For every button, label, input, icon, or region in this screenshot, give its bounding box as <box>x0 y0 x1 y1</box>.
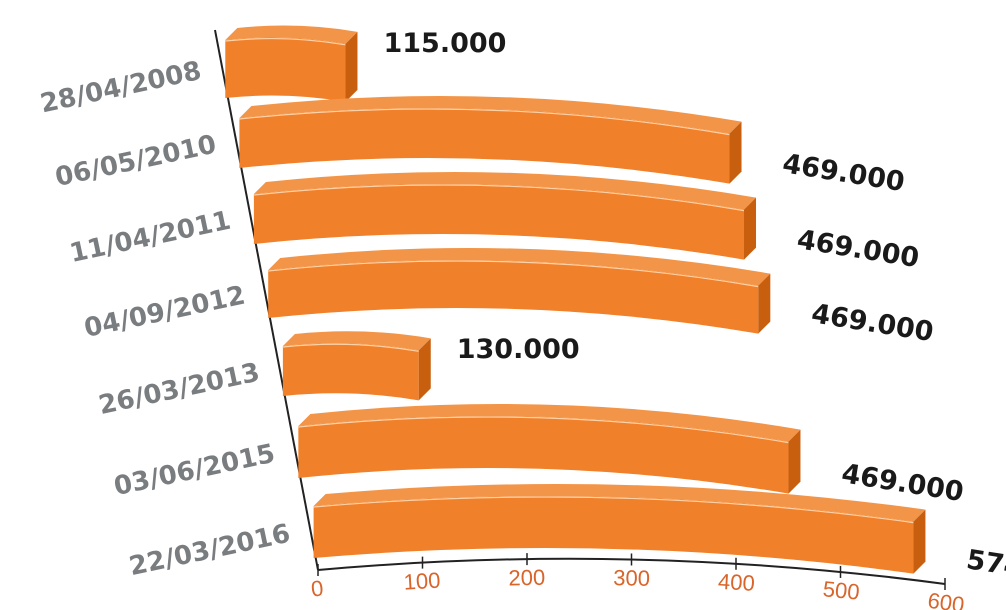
bars-group <box>225 25 926 574</box>
x-axis-ticks: 0 100 200 300 400 500 600 <box>310 553 966 610</box>
bar-highlight <box>282 343 419 352</box>
bar-side-face <box>758 273 771 334</box>
bar-side-face <box>913 509 926 574</box>
bar-front-face <box>268 260 759 334</box>
bar-value-label: 469.000 <box>839 458 965 508</box>
bar-value-label: 469.000 <box>795 224 921 274</box>
x-tick-label: 0 <box>310 575 325 601</box>
bar-front-face <box>253 184 745 260</box>
bar-highlight <box>268 260 759 288</box>
bar-side-face <box>788 429 801 494</box>
bar-value-label: 469.000 <box>780 148 906 198</box>
bar-value-label: 574.000 <box>964 544 1006 594</box>
bar <box>253 172 757 260</box>
bar-side-face <box>744 197 757 260</box>
bar <box>313 484 926 574</box>
bar-top-face <box>239 96 742 134</box>
bar-highlight <box>253 184 745 212</box>
x-tick-label: 400 <box>717 569 755 596</box>
bar <box>268 248 771 334</box>
bar-front-face <box>282 343 419 401</box>
category-label: 11/04/2011 <box>67 206 233 269</box>
x-tick-label: 600 <box>926 588 966 610</box>
bar-top-face <box>298 404 801 442</box>
x-tick-label: 200 <box>508 565 545 591</box>
bar-side-face <box>345 31 358 102</box>
bar-value-label: 469.000 <box>809 298 935 348</box>
bar-front-face <box>298 416 789 494</box>
bar-front-face <box>225 37 346 102</box>
x-tick-label: 100 <box>403 567 441 594</box>
bar <box>298 404 801 494</box>
bar-top-face <box>225 25 358 44</box>
bar-front-face <box>313 496 914 574</box>
bar-value-label: 130.000 <box>457 334 580 365</box>
x-tick-label: 300 <box>613 565 650 591</box>
bar <box>239 96 742 184</box>
category-label: 26/03/2013 <box>96 358 262 421</box>
bar-top-face <box>282 331 431 351</box>
bar-highlight <box>225 37 346 46</box>
bar-highlight <box>313 496 914 524</box>
bar-front-face <box>239 108 730 184</box>
value-labels: 115.000 469.000 469.000 469.000 130.000 469.0… <box>383 28 1006 594</box>
bar-highlight <box>239 108 730 136</box>
bar-top-face <box>313 484 926 522</box>
bar-value-label: 115.000 <box>383 28 506 59</box>
bar-side-face <box>418 338 431 401</box>
bar-top-face <box>268 248 771 286</box>
bar-top-face <box>253 172 757 210</box>
category-label: 06/05/2010 <box>53 130 219 193</box>
category-label: 28/04/2008 <box>38 56 204 119</box>
bar <box>282 331 431 401</box>
category-label: 04/09/2012 <box>82 281 248 344</box>
x-tick-label: 500 <box>822 576 861 605</box>
bar <box>225 25 358 102</box>
category-label: 22/03/2016 <box>127 519 293 582</box>
category-label: 03/06/2015 <box>111 439 277 502</box>
bar-highlight <box>298 416 789 444</box>
bar-side-face <box>729 121 742 184</box>
y-axis-line <box>214 29 319 571</box>
